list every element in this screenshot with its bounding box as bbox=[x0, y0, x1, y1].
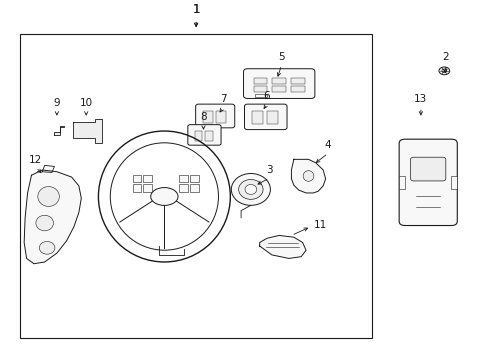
Text: 1: 1 bbox=[193, 3, 200, 16]
Ellipse shape bbox=[439, 67, 450, 75]
Bar bbox=[272, 86, 286, 92]
Text: 5: 5 bbox=[278, 52, 285, 62]
Bar bbox=[20, 34, 372, 338]
Ellipse shape bbox=[151, 188, 178, 206]
Ellipse shape bbox=[245, 184, 257, 194]
Text: 11: 11 bbox=[314, 220, 327, 230]
Text: 12: 12 bbox=[29, 155, 43, 165]
Ellipse shape bbox=[231, 174, 270, 205]
Text: 7: 7 bbox=[220, 94, 226, 104]
Ellipse shape bbox=[239, 180, 263, 199]
Text: 1: 1 bbox=[193, 3, 200, 16]
Ellipse shape bbox=[442, 69, 447, 73]
FancyBboxPatch shape bbox=[399, 139, 457, 225]
Bar bbox=[190, 184, 198, 192]
FancyBboxPatch shape bbox=[196, 104, 235, 128]
Bar bbox=[144, 184, 152, 192]
Bar bbox=[252, 111, 263, 124]
Polygon shape bbox=[54, 126, 64, 135]
Bar bbox=[205, 131, 213, 141]
Bar bbox=[272, 78, 286, 84]
Bar bbox=[291, 86, 305, 92]
Bar bbox=[254, 86, 268, 92]
Text: 8: 8 bbox=[200, 112, 207, 122]
Polygon shape bbox=[42, 165, 54, 172]
Bar bbox=[190, 175, 198, 183]
Text: 3: 3 bbox=[266, 165, 273, 175]
Text: 4: 4 bbox=[325, 140, 331, 150]
Text: 9: 9 bbox=[53, 98, 60, 108]
Text: 10: 10 bbox=[80, 98, 93, 108]
Bar bbox=[195, 131, 202, 141]
Text: 13: 13 bbox=[414, 94, 427, 104]
Text: 6: 6 bbox=[264, 91, 270, 101]
Ellipse shape bbox=[38, 186, 59, 206]
Bar bbox=[255, 94, 267, 98]
FancyBboxPatch shape bbox=[411, 157, 446, 181]
Bar bbox=[291, 78, 305, 84]
Bar bbox=[179, 184, 188, 192]
Bar bbox=[216, 111, 226, 123]
Polygon shape bbox=[24, 170, 81, 264]
Ellipse shape bbox=[303, 171, 314, 181]
Bar bbox=[133, 175, 142, 183]
Polygon shape bbox=[260, 235, 306, 258]
FancyBboxPatch shape bbox=[244, 69, 315, 99]
Bar bbox=[133, 184, 142, 192]
Bar bbox=[144, 175, 152, 183]
Polygon shape bbox=[292, 159, 326, 193]
Text: 2: 2 bbox=[442, 52, 449, 62]
Ellipse shape bbox=[39, 242, 55, 254]
Ellipse shape bbox=[110, 143, 219, 250]
Bar bbox=[203, 111, 213, 123]
Bar bbox=[267, 111, 278, 124]
Bar bbox=[451, 176, 457, 189]
Bar bbox=[179, 175, 188, 183]
FancyBboxPatch shape bbox=[188, 125, 221, 145]
Bar bbox=[254, 78, 268, 84]
Ellipse shape bbox=[36, 215, 53, 231]
Bar bbox=[399, 176, 405, 189]
Polygon shape bbox=[73, 119, 102, 143]
FancyBboxPatch shape bbox=[245, 104, 287, 130]
